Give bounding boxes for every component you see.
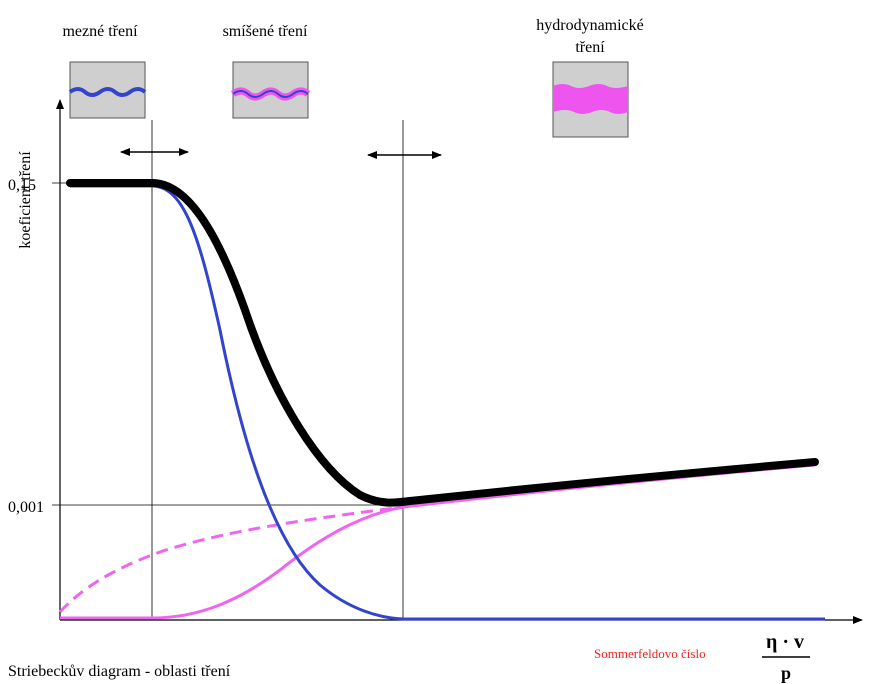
region-label: tření <box>575 39 605 56</box>
stribeck-diagram: mezné tření smíšené tření hydrodynamické… <box>0 0 877 684</box>
icon-hydrodynamic <box>553 62 628 137</box>
region-label: hydrodynamické <box>536 17 644 34</box>
hydrodynamic-curve <box>60 465 815 618</box>
caption: Striebeckův diagram - oblasti tření <box>8 663 231 680</box>
y-tick-label: 0,15 <box>8 177 36 194</box>
y-tick-label: 0,001 <box>8 499 44 516</box>
boundary-curve <box>70 186 825 619</box>
formula-numerator: η · v <box>766 631 804 653</box>
formula-denominator: p <box>781 663 791 683</box>
region-label: smíšené tření <box>223 23 308 40</box>
icon-boundary <box>70 62 145 118</box>
region-label: mezné tření <box>62 23 138 40</box>
icon-mixed <box>233 62 308 118</box>
x-axis-label: Sommerfeldovo číslo <box>594 646 706 661</box>
total-friction-curve <box>70 183 815 503</box>
y-axis-label: koeficient tření <box>17 151 34 249</box>
